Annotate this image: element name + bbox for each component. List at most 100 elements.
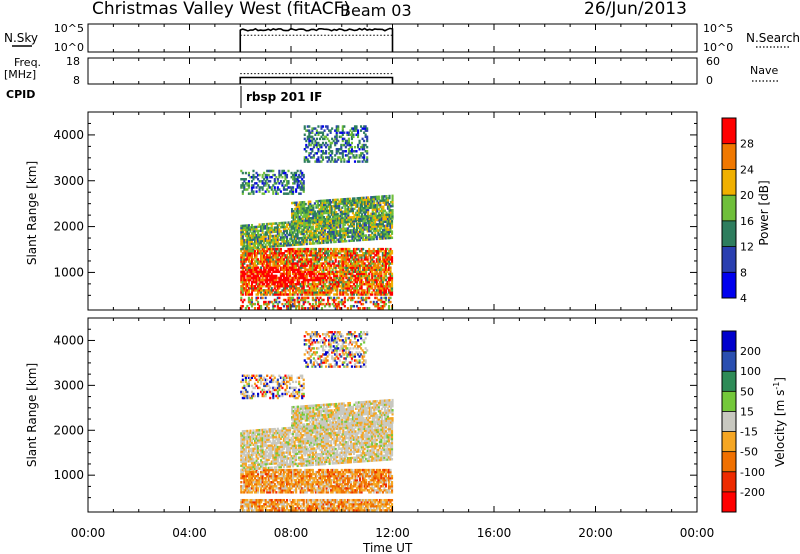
range-cell xyxy=(282,276,286,280)
range-cell xyxy=(296,180,299,183)
range-cell xyxy=(377,252,380,255)
range-cell xyxy=(333,293,336,296)
range-cell xyxy=(365,280,368,284)
range-cell xyxy=(322,293,325,296)
range-cell xyxy=(272,282,275,286)
range-cell xyxy=(381,237,384,240)
range-cell xyxy=(342,285,345,288)
range-cell xyxy=(292,470,295,474)
range-cell xyxy=(299,481,302,484)
range-cell xyxy=(256,285,260,288)
range-cell xyxy=(287,239,290,243)
range-cell xyxy=(246,252,249,255)
range-cell xyxy=(347,147,350,151)
range-cell xyxy=(269,491,272,494)
date-label: 26/Jun/2013 xyxy=(584,0,687,19)
range-cell xyxy=(310,274,313,278)
range-cell xyxy=(380,289,383,292)
range-cell xyxy=(292,212,295,215)
range-cell xyxy=(331,127,334,130)
range-cell xyxy=(368,280,371,284)
range-cell xyxy=(365,198,368,201)
range-cell xyxy=(353,203,356,206)
range-cell xyxy=(298,226,301,230)
range-cell xyxy=(276,470,279,474)
range-cell xyxy=(247,296,250,300)
range-cell xyxy=(320,256,324,259)
range-cell xyxy=(320,258,324,261)
range-cell xyxy=(352,258,356,261)
range-cell xyxy=(311,227,314,231)
range-cell xyxy=(381,258,384,261)
range-cell xyxy=(356,199,359,202)
range-cell xyxy=(302,282,305,286)
range-cell xyxy=(301,219,304,223)
range-cell xyxy=(295,478,298,482)
range-cell xyxy=(263,258,266,261)
range-cell xyxy=(359,270,362,274)
range-cell xyxy=(317,300,321,304)
range-cell xyxy=(344,139,347,143)
range-cell xyxy=(247,481,250,484)
range-cell xyxy=(331,302,334,306)
range-cell xyxy=(292,233,295,236)
range-cell xyxy=(340,240,343,243)
range-cell xyxy=(256,266,260,269)
range-cell xyxy=(287,474,290,478)
range-cell xyxy=(292,186,295,189)
range-cell xyxy=(333,228,336,231)
range-cell xyxy=(293,229,296,232)
range-cell xyxy=(299,258,302,261)
range-cell xyxy=(319,289,322,292)
range-cell xyxy=(387,307,391,310)
range-cell xyxy=(325,487,328,490)
range-cell xyxy=(298,272,301,276)
range-cell xyxy=(378,291,381,294)
range-cell xyxy=(301,470,304,474)
range-cell xyxy=(362,238,365,242)
range-cell xyxy=(298,254,301,257)
range-cell xyxy=(355,264,359,267)
range-cell xyxy=(310,218,313,222)
range-cell xyxy=(345,218,348,221)
range-cell xyxy=(301,487,304,490)
range-cell xyxy=(267,300,270,304)
range-cell xyxy=(269,468,272,472)
range-cell xyxy=(269,262,272,265)
range-cell xyxy=(374,212,377,215)
range-cell xyxy=(256,272,260,276)
range-cell xyxy=(339,274,342,278)
range-cell xyxy=(333,264,336,267)
range-cell xyxy=(329,131,332,134)
range-cell xyxy=(288,256,292,259)
range-cell xyxy=(250,296,254,300)
range-cell xyxy=(275,291,278,294)
range-cell xyxy=(278,481,281,484)
range-cell xyxy=(389,215,393,218)
range-cell xyxy=(377,247,380,251)
range-cell xyxy=(351,215,355,219)
range-cell xyxy=(347,212,350,215)
range-cell xyxy=(311,254,314,257)
range-cell xyxy=(312,210,315,214)
range-cell xyxy=(384,260,388,263)
range-cell xyxy=(301,474,304,478)
range-cell xyxy=(260,254,263,257)
range-cell xyxy=(319,229,322,232)
range-cell xyxy=(281,291,284,294)
range-cell xyxy=(288,260,292,263)
range-cell xyxy=(333,472,336,476)
range-cell xyxy=(285,256,289,259)
range-cell xyxy=(349,249,352,253)
range-cell xyxy=(331,150,334,153)
range-cell xyxy=(388,209,391,212)
range-cell xyxy=(241,243,244,246)
range-cell xyxy=(296,474,299,478)
range-cell xyxy=(290,476,293,480)
range-cell xyxy=(375,229,378,232)
range-cell xyxy=(293,304,296,308)
range-cell xyxy=(295,474,298,478)
range-cell xyxy=(312,145,315,149)
range-cell xyxy=(370,200,373,203)
range-cell xyxy=(276,280,279,284)
